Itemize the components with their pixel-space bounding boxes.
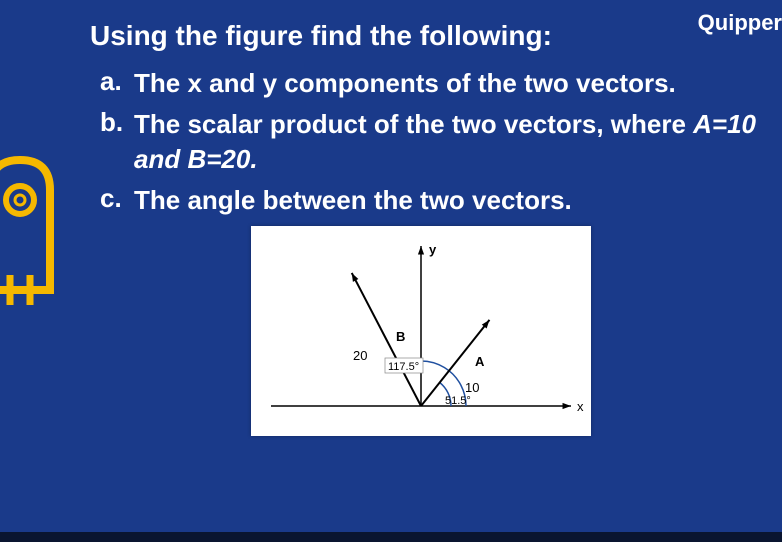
question-heading: Using the figure find the following:	[80, 20, 762, 52]
svg-text:10: 10	[465, 380, 479, 395]
mascot-icon	[0, 150, 60, 310]
svg-text:117.5°: 117.5°	[388, 361, 419, 373]
item-c: c. The angle between the two vectors.	[80, 183, 762, 218]
figure-svg: x y A 1051.5° B 20 117.5°	[251, 226, 591, 436]
item-letter: a.	[100, 66, 134, 97]
svg-text:51.5°: 51.5°	[445, 395, 471, 407]
svg-text:B: B	[396, 329, 405, 344]
item-text: The scalar product of the two vectors, w…	[134, 107, 762, 177]
item-b: b. The scalar product of the two vectors…	[80, 107, 762, 177]
brand-label: Quipper	[698, 10, 782, 36]
svg-text:x: x	[577, 399, 584, 414]
item-letter: c.	[100, 183, 134, 214]
svg-text:y: y	[429, 242, 437, 257]
svg-text:20: 20	[353, 348, 367, 363]
svg-text:A: A	[475, 354, 485, 369]
item-letter: b.	[100, 107, 134, 138]
item-text: The x and y components of the two vector…	[134, 66, 676, 101]
item-a: a. The x and y components of the two vec…	[80, 66, 762, 101]
item-text: The angle between the two vectors.	[134, 183, 572, 218]
item-text-pre: The scalar product of the two vectors, w…	[134, 109, 693, 139]
question-content: Using the figure find the following: a. …	[0, 0, 782, 456]
vector-figure: x y A 1051.5° B 20 117.5°	[251, 226, 591, 436]
bottom-bar	[0, 532, 782, 542]
